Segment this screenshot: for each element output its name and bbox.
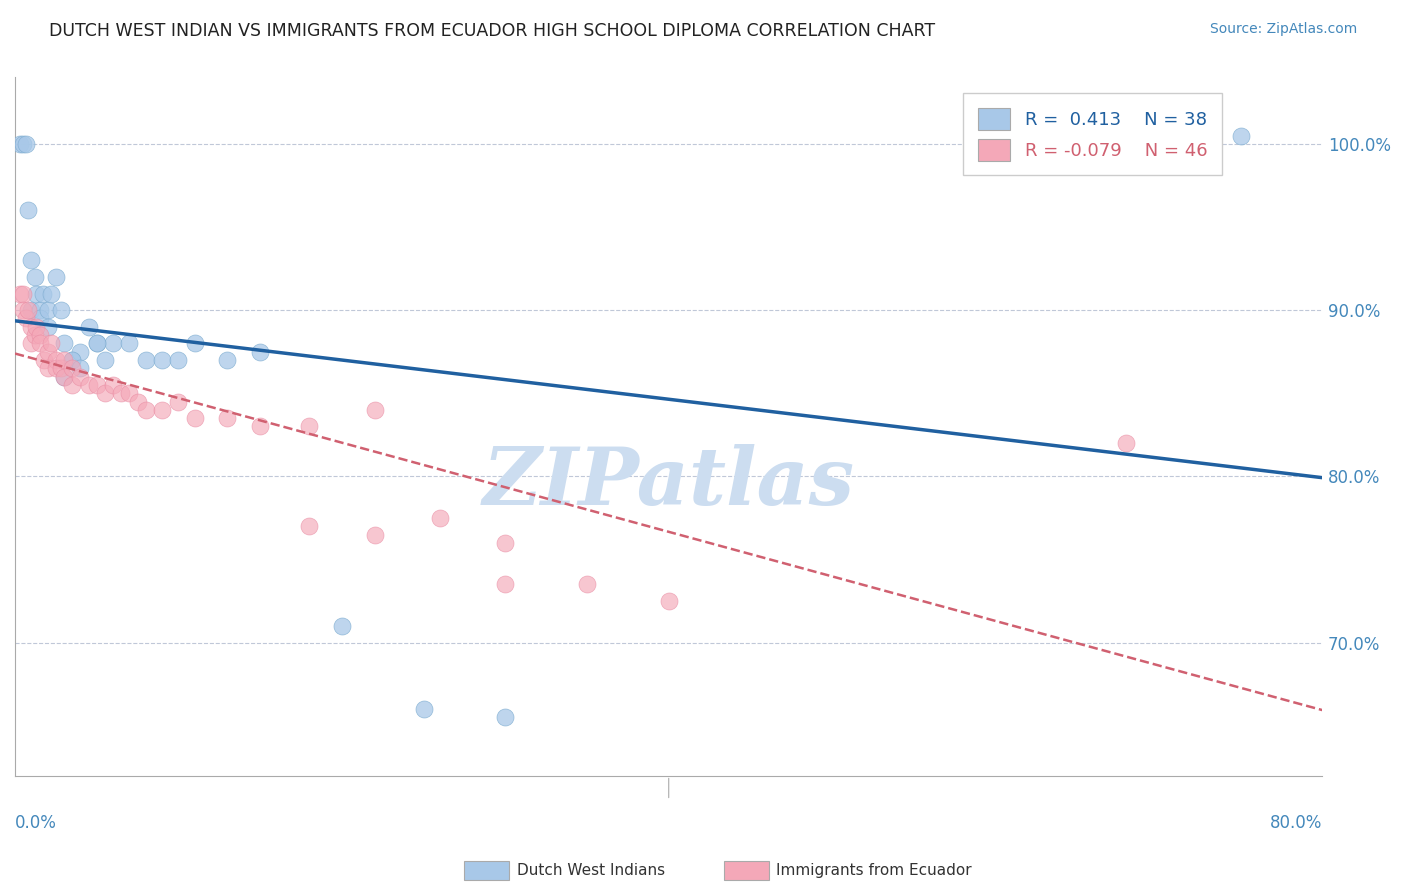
Point: [17, 203, 39, 218]
Point: [118, 336, 141, 351]
Point: [45, 361, 67, 376]
Point: [94, 353, 117, 368]
Point: [20, 303, 42, 318]
Text: Source: ZipAtlas.com: Source: ZipAtlas.com: [1209, 22, 1357, 37]
Point: [28, 328, 51, 343]
Point: [15, 136, 38, 151]
Point: [363, 527, 385, 541]
Point: [20, 319, 42, 334]
Point: [8, 286, 31, 301]
Point: [167, 353, 190, 368]
Point: [298, 519, 321, 533]
Point: [494, 577, 516, 591]
Point: [60, 353, 83, 368]
Point: [494, 536, 516, 550]
Point: [60, 378, 83, 392]
Point: [150, 402, 173, 417]
Point: [11, 136, 34, 151]
Point: [53, 353, 76, 368]
Point: [217, 411, 239, 425]
Point: [77, 378, 100, 392]
Point: [77, 319, 100, 334]
Point: [1229, 128, 1251, 143]
Point: [24, 328, 46, 343]
Point: [429, 511, 451, 525]
Point: [69, 369, 91, 384]
Point: [60, 353, 83, 368]
Point: [49, 303, 72, 318]
Point: [150, 353, 173, 368]
Text: DUTCH WEST INDIAN VS IMMIGRANTS FROM ECUADOR HIGH SCHOOL DIPLOMA CORRELATION CHA: DUTCH WEST INDIAN VS IMMIGRANTS FROM ECU…: [49, 22, 935, 40]
Point: [86, 336, 108, 351]
Point: [31, 286, 53, 301]
Point: [25, 286, 48, 301]
Point: [20, 336, 42, 351]
Point: [412, 702, 434, 716]
Text: 80.0%: 80.0%: [1270, 814, 1323, 832]
Point: [39, 336, 62, 351]
Text: Dutch West Indians: Dutch West Indians: [517, 863, 665, 878]
Point: [576, 577, 599, 591]
Point: [28, 303, 51, 318]
Point: [34, 353, 56, 368]
Point: [184, 411, 207, 425]
Point: [25, 319, 48, 334]
Text: Immigrants from Ecuador: Immigrants from Ecuador: [776, 863, 972, 878]
Point: [69, 344, 91, 359]
Point: [135, 402, 157, 417]
Point: [135, 353, 157, 368]
Point: [494, 710, 516, 724]
Point: [53, 369, 76, 384]
Point: [86, 378, 108, 392]
Point: [39, 286, 62, 301]
Point: [53, 336, 76, 351]
Point: [37, 361, 59, 376]
Legend: R =  0.413    N = 38, R = -0.079    N = 46: R = 0.413 N = 38, R = -0.079 N = 46: [963, 94, 1222, 176]
Point: [53, 369, 76, 384]
Point: [658, 594, 681, 608]
Point: [330, 619, 353, 633]
Point: [101, 378, 124, 392]
Point: [363, 402, 385, 417]
Point: [17, 303, 39, 318]
Point: [37, 303, 59, 318]
Point: [217, 353, 239, 368]
Point: [8, 136, 31, 151]
Text: ZIPatlas: ZIPatlas: [482, 443, 855, 521]
Point: [20, 253, 42, 268]
Point: [101, 336, 124, 351]
Point: [11, 303, 34, 318]
Point: [24, 269, 46, 284]
Point: [37, 319, 59, 334]
Point: [60, 361, 83, 376]
Point: [167, 394, 190, 409]
Point: [184, 336, 207, 351]
Point: [28, 311, 51, 326]
Point: [45, 353, 67, 368]
Point: [249, 344, 271, 359]
Text: 0.0%: 0.0%: [15, 814, 56, 832]
Point: [94, 386, 117, 401]
Point: [86, 336, 108, 351]
Point: [28, 336, 51, 351]
Point: [15, 311, 38, 326]
Point: [1115, 436, 1137, 450]
Point: [37, 344, 59, 359]
Point: [69, 361, 91, 376]
Point: [11, 286, 34, 301]
Point: [45, 269, 67, 284]
Point: [249, 419, 271, 434]
Point: [298, 419, 321, 434]
Point: [110, 386, 132, 401]
Point: [127, 394, 149, 409]
Point: [49, 361, 72, 376]
Point: [118, 386, 141, 401]
